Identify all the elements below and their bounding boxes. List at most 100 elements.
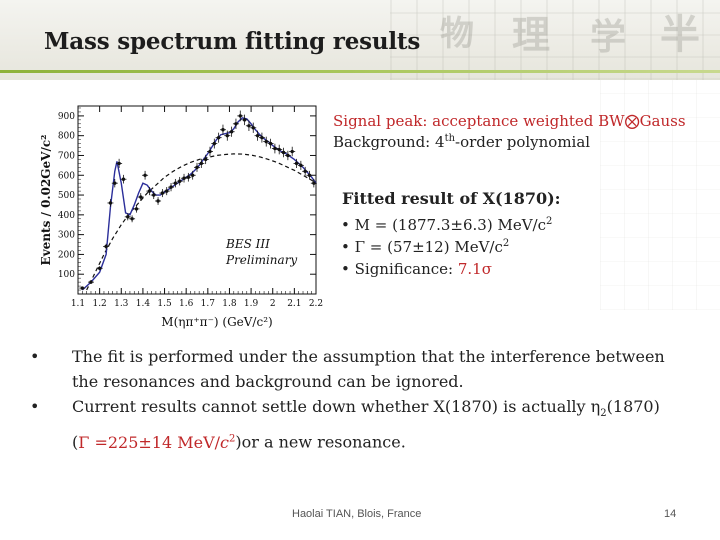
y-axis-label: Events / 0.02GeV/c²	[39, 135, 53, 266]
gamma-c: c	[220, 432, 229, 452]
data-point	[121, 177, 126, 181]
data-point	[139, 195, 143, 199]
background-pre: Background: 4	[333, 133, 445, 151]
fit-significance-value: 7.1σ	[457, 260, 492, 278]
data-point	[294, 161, 299, 166]
data-point	[216, 135, 221, 140]
bullet-item: • The fit is performed under the assumpt…	[30, 344, 670, 394]
background-post: -order polynomial	[455, 133, 591, 151]
data-point	[169, 185, 173, 189]
data-point	[126, 215, 130, 219]
data-point	[130, 217, 134, 221]
bullet-text: Current results cannot settle down wheth…	[72, 397, 601, 416]
data-point	[208, 149, 212, 154]
side-texture	[600, 80, 720, 310]
footer-author: Haolai TIAN, Blois, France	[292, 508, 422, 520]
y-tick-label: 800	[58, 132, 75, 142]
bullet-text: The fit is performed under the assumptio…	[72, 347, 665, 391]
fit-mass-sup: 2	[545, 216, 553, 227]
x-tick-label: 2.1	[287, 299, 301, 309]
data-point	[199, 161, 204, 166]
calligraphy-texture	[390, 0, 720, 80]
y-tick-label: 400	[58, 211, 75, 221]
chart-svg: 1.1 1.2 1.3 1.4 1.5 1.6 1.7 1.8 1.9 2 2.1 2.2 100 200…	[39, 105, 323, 329]
data-point	[113, 181, 117, 185]
data-point	[80, 286, 85, 290]
data-point	[299, 163, 303, 168]
fit-significance: • Significance: 7.1σ	[341, 260, 492, 278]
x-tick-label: 1.6	[179, 299, 194, 309]
x-tick-label: 2.2	[309, 299, 323, 309]
data-point	[260, 135, 264, 140]
data-point	[190, 173, 195, 177]
fit-width: • Γ = (57±12) MeV/c2	[341, 238, 509, 256]
background-line: Background: 4th-order polynomial	[333, 133, 590, 151]
gamma-text: Γ =225±14 MeV/	[78, 432, 221, 452]
data-point	[281, 150, 286, 155]
gamma-sup: 2	[229, 433, 236, 445]
data-point	[286, 153, 290, 158]
bullet-sub: 2	[600, 408, 607, 420]
watermark-glyph: 学	[590, 16, 627, 58]
data-point	[247, 124, 251, 128]
x-tick-label: 1.9	[244, 299, 259, 309]
data-point	[117, 161, 121, 166]
bullet-text: (1870) (	[72, 397, 660, 452]
plot-frame	[77, 105, 317, 295]
data-point	[108, 201, 113, 205]
fit-mass: • M = (1877.3±6.3) MeV/c2	[341, 216, 552, 234]
data-point	[225, 133, 229, 138]
page-number: 14	[664, 508, 677, 520]
bullet-item: • Current results cannot settle down whe…	[30, 394, 670, 455]
data-point	[177, 179, 182, 183]
data-point	[152, 193, 156, 197]
fitted-heading: Fitted result of X(1870):	[342, 189, 561, 208]
bes-annotation: BES III	[225, 237, 270, 251]
header-band: 物 理 学 半	[0, 0, 720, 80]
data-point	[147, 189, 152, 193]
watermark-glyph: 半	[660, 11, 700, 58]
y-tick-label: 600	[58, 171, 75, 181]
x-axis-label: M(ηπ⁺π⁻) (GeV/c²)	[161, 315, 272, 329]
title-divider	[0, 70, 720, 73]
background-curve	[86, 153, 317, 291]
x-tick-label: 1.3	[114, 299, 129, 309]
fit-width-text: • Γ = (57±12) MeV/c	[341, 238, 503, 256]
x-tick-label: 1.4	[136, 299, 151, 309]
data-point	[255, 133, 260, 138]
data-point	[134, 207, 139, 211]
x-tick-label: 1.1	[71, 299, 85, 309]
x-tick-label: 1.7	[201, 299, 216, 309]
x-tick-label: 2	[270, 299, 276, 309]
bullet-list: • The fit is performed under the assumpt…	[30, 344, 670, 455]
data-point	[104, 244, 108, 249]
data-point	[312, 181, 316, 185]
data-point	[156, 199, 160, 203]
data-point	[268, 141, 273, 146]
data-point	[173, 181, 178, 185]
data-point	[195, 165, 199, 170]
fit-mass-text: • M = (1877.3±6.3) MeV/c	[341, 216, 546, 234]
data-point	[182, 176, 186, 180]
preliminary-annotation: Preliminary	[225, 253, 297, 267]
y-tick-label: 500	[58, 191, 75, 201]
y-tick-label: 200	[58, 250, 75, 260]
bullet-marker: •	[30, 397, 40, 416]
data-point	[186, 175, 191, 179]
watermark-glyph: 理	[512, 12, 551, 57]
data-point	[221, 128, 225, 132]
data-point	[277, 147, 281, 152]
data-point	[165, 189, 169, 193]
data-point	[242, 118, 247, 122]
data-point	[303, 169, 307, 174]
data-point	[203, 157, 208, 162]
y-tick-label: 300	[58, 231, 75, 241]
mass-spectrum-plot: 1.1 1.2 1.3 1.4 1.5 1.6 1.7 1.8 1.9 2 2.1 2.2 100 200…	[36, 98, 326, 340]
watermark-glyph: 物	[440, 14, 474, 54]
data-point	[89, 280, 93, 284]
x-tick-label: 1.2	[92, 299, 106, 309]
data-point	[229, 130, 234, 134]
gamma-value: Γ =225±14 MeV/c2	[78, 433, 235, 452]
x-tick-label: 1.5	[157, 299, 172, 309]
page-title: Mass spectrum fitting results	[44, 28, 421, 55]
